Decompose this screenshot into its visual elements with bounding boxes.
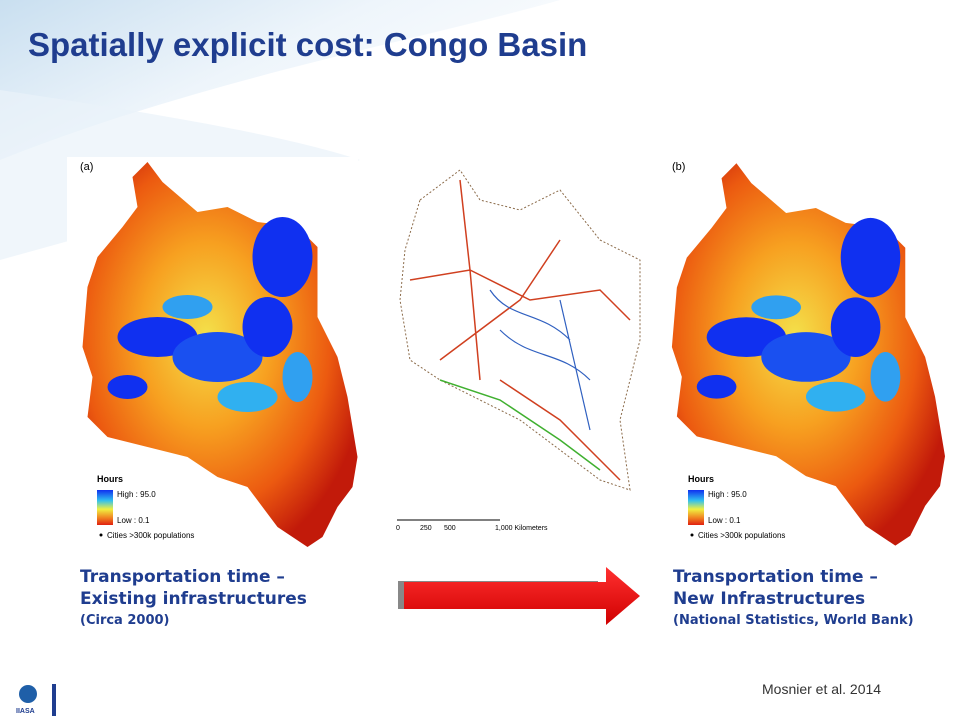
legend-high: High : 95.0: [708, 490, 747, 499]
logo-globe: [19, 685, 37, 703]
logo-text: IIASA: [16, 708, 35, 715]
legend-cities: Cities >300k populations: [107, 531, 194, 540]
map-frame: [370, 160, 650, 545]
caption-line: New Infrastructures: [673, 589, 866, 609]
map-label: (a): [80, 161, 93, 173]
city-dot: [99, 533, 103, 537]
roads-paved: [409, 179, 631, 481]
legend-low: Low : 0.1: [708, 516, 741, 525]
caption-line: Existing infrastructures: [80, 589, 307, 609]
legend-low: Low : 0.1: [117, 516, 150, 525]
scale-label: 1,000 Kilometers: [495, 525, 548, 532]
map-label: (b): [672, 161, 685, 173]
header-swoosh: [0, 0, 560, 160]
legend-title: Hours: [688, 474, 714, 484]
scale-label: 250: [420, 525, 432, 532]
legend-ramp: [688, 490, 704, 525]
legend-cities: Cities >300k populations: [698, 531, 785, 540]
caption-line: Transportation time –: [80, 567, 285, 587]
caption-line: Transportation time –: [673, 567, 878, 587]
arrow: [404, 567, 640, 625]
legend-high: High : 95.0: [117, 490, 156, 499]
roads-new: [439, 379, 601, 471]
scale-label: 500: [444, 525, 456, 532]
scale-label: 0: [396, 525, 400, 532]
road-network: [399, 169, 641, 491]
logo-bar: [52, 684, 56, 716]
legend-ramp: [97, 490, 113, 525]
city-dot: [690, 533, 694, 537]
rivers: [489, 289, 591, 431]
caption-note: (Circa 2000): [80, 613, 170, 628]
caption-right: Transportation time – New Infrastructure…: [673, 566, 914, 632]
slide-title: Spatially explicit cost: Congo Basin: [28, 26, 587, 63]
citation: Mosnier et al. 2014: [762, 681, 881, 697]
caption-left: Transportation time – Existing infrastru…: [80, 566, 307, 632]
caption-note: (National Statistics, World Bank): [673, 613, 914, 628]
legend-title: Hours: [97, 474, 123, 484]
